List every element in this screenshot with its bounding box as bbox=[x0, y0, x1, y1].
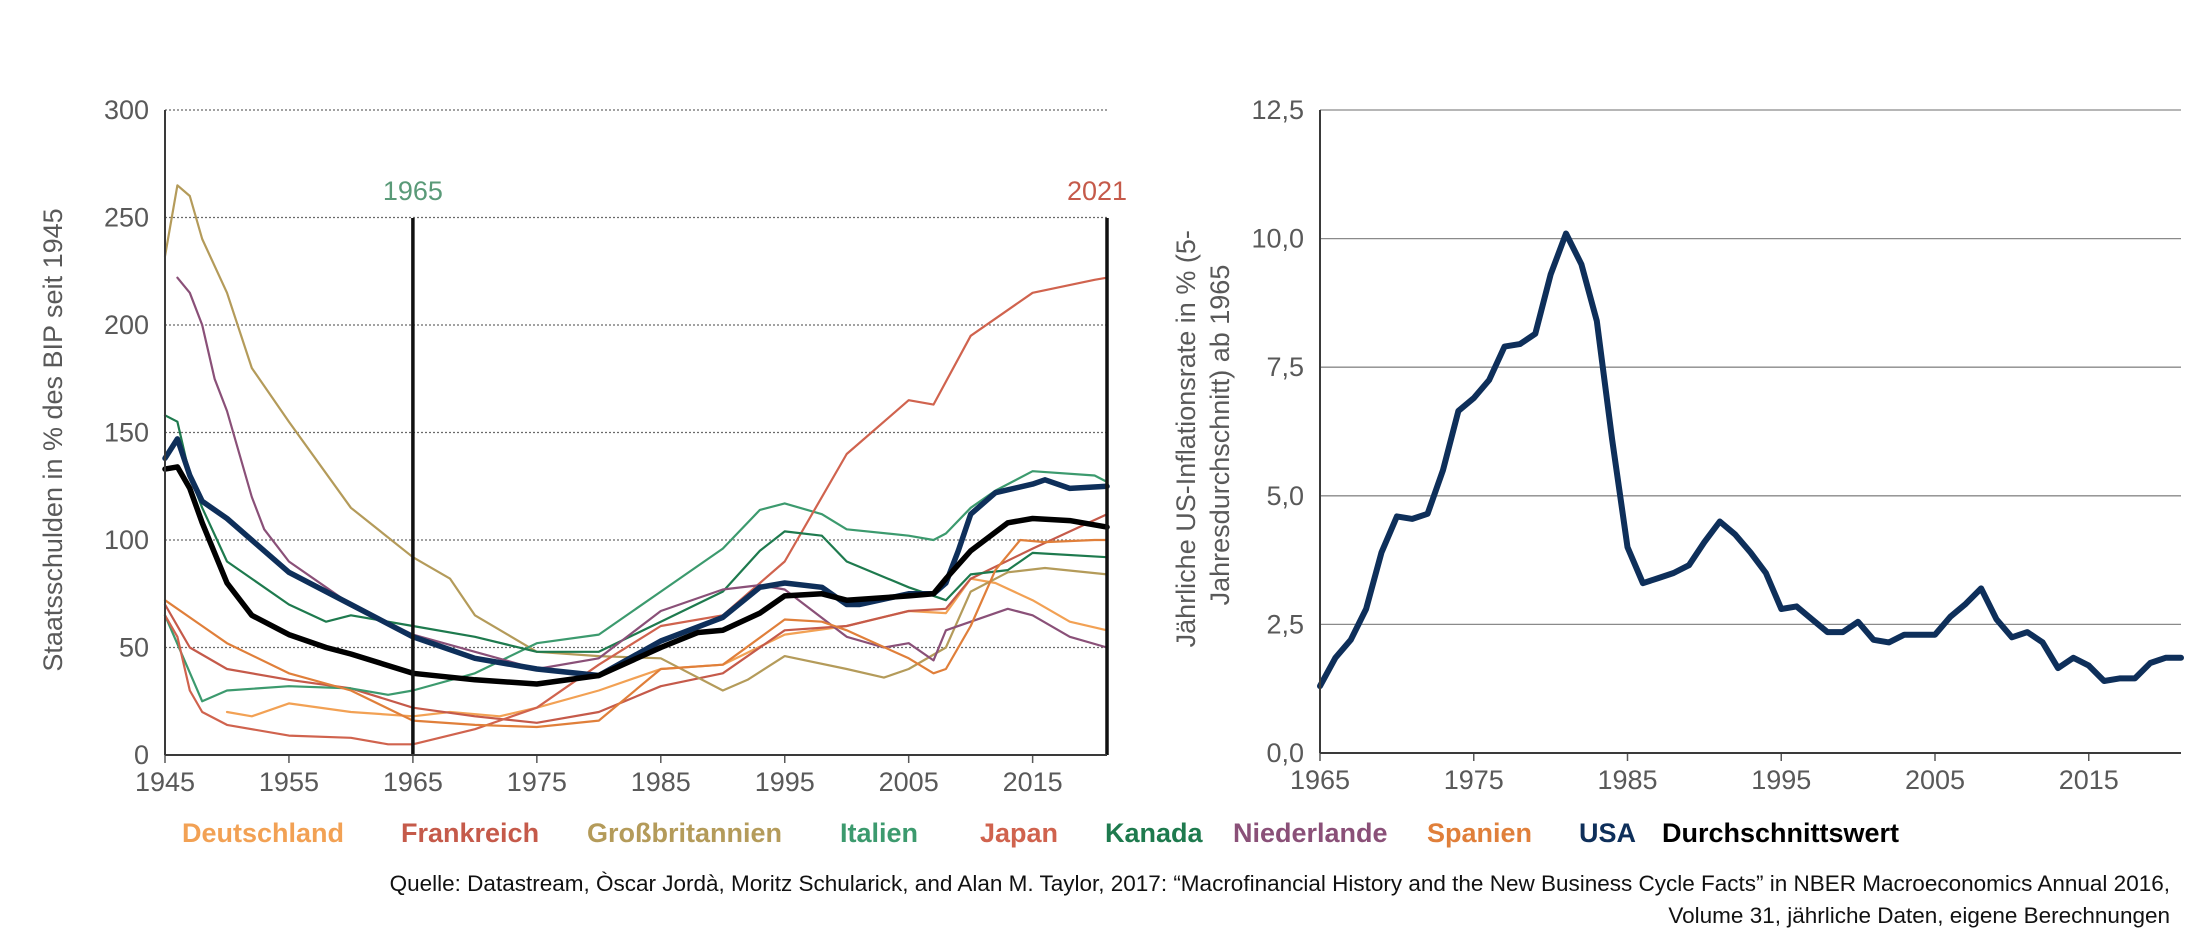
y-tick-label: 10,0 bbox=[1251, 224, 1304, 254]
legend-item-kanada: Kanada bbox=[1105, 818, 1203, 848]
y-tick-label: 12,5 bbox=[1251, 95, 1304, 125]
x-tick-label: 1965 bbox=[383, 767, 443, 797]
series-line-usa bbox=[162, 436, 1110, 679]
series-line-kanada bbox=[163, 414, 1109, 653]
debt-chart-axes bbox=[164, 110, 1107, 756]
x-tick-label: 1955 bbox=[259, 767, 319, 797]
legend-item-italien: Italien bbox=[840, 818, 919, 848]
x-tick-label: 2015 bbox=[2059, 765, 2119, 795]
legend-item-durchschnittswert: Durchschnittswert bbox=[1662, 818, 1900, 848]
x-tick-label: 1985 bbox=[631, 767, 691, 797]
source-line-1: Quelle: Datastream, Òscar Jordà, Moritz … bbox=[389, 871, 2170, 896]
y-tick-label: 0 bbox=[134, 740, 149, 770]
x-tick-label: 2005 bbox=[1905, 765, 1965, 795]
y-tick-label: 7,5 bbox=[1266, 352, 1304, 382]
inflation-chart-x-ticks: 1965 1975 1985 1995 2005 2015 bbox=[1290, 753, 2119, 795]
x-tick-label: 1995 bbox=[755, 767, 815, 797]
legend-item-deutschland: Deutschland bbox=[182, 818, 345, 848]
y-tick-label: 5,0 bbox=[1266, 481, 1304, 511]
x-tick-label: 2005 bbox=[879, 767, 939, 797]
year-marker-label: 2021 bbox=[1067, 176, 1127, 206]
y-tick-label: 0,0 bbox=[1266, 738, 1304, 768]
x-tick-label: 1945 bbox=[135, 767, 195, 797]
debt-chart-y-ticks: 0 50 100 150 200 250 300 bbox=[104, 95, 149, 770]
y-tick-label: 200 bbox=[104, 310, 149, 340]
series-line-grossbritannien bbox=[163, 184, 1109, 692]
debt-chart-grid bbox=[165, 109, 1107, 649]
year-marker-label: 1965 bbox=[383, 176, 443, 206]
inflation-chart-axes bbox=[1319, 110, 2181, 754]
y-tick-label: 150 bbox=[104, 418, 149, 448]
x-tick-label: 1975 bbox=[1444, 765, 1504, 795]
debt-chart-markers: 1965 2021 bbox=[383, 176, 1127, 755]
legend-item-niederlande: Niederlande bbox=[1233, 818, 1388, 848]
inflation-chart-y-axis-label: Jährliche US-Inflationsrate in % (5- Jah… bbox=[1171, 223, 1235, 648]
y-tick-label: 50 bbox=[119, 633, 149, 663]
y-tick-label: 2,5 bbox=[1266, 609, 1304, 639]
y-tick-label: 300 bbox=[104, 95, 149, 125]
series-line-niederlande bbox=[176, 276, 1109, 671]
series-line-frankreich bbox=[163, 513, 1109, 724]
legend-item-frankreich: Frankreich bbox=[401, 818, 540, 848]
y-tick-label: 100 bbox=[104, 525, 149, 555]
y-tick-label: 250 bbox=[104, 203, 149, 233]
series-line bbox=[1317, 230, 2184, 690]
legend: Deutschland Frankreich Großbritannien It… bbox=[0, 818, 2208, 858]
legend-item-japan: Japan bbox=[980, 818, 1059, 848]
source-line-2: Volume 31, jährliche Daten, eigene Berec… bbox=[1668, 903, 2170, 928]
debt-chart-y-axis-label: Staatsschulden in % des BIP seit 1945 bbox=[38, 208, 68, 671]
series-line-durchschnittswert bbox=[162, 464, 1110, 687]
legend-item-spanien: Spanien bbox=[1427, 818, 1533, 848]
x-tick-label: 1985 bbox=[1597, 765, 1657, 795]
x-tick-label: 1975 bbox=[507, 767, 567, 797]
x-tick-label: 2015 bbox=[1003, 767, 1063, 797]
debt-chart-x-ticks: 1945 1955 1965 1975 1985 1995 2005 2015 bbox=[135, 755, 1063, 797]
legend-item-usa: USA bbox=[1579, 818, 1637, 848]
x-tick-label: 1995 bbox=[1751, 765, 1811, 795]
series-line-spanien bbox=[163, 538, 1109, 729]
legend-item-grossbritannien: Großbritannien bbox=[587, 818, 782, 848]
x-tick-label: 1965 bbox=[1290, 765, 1350, 795]
source-note: Quelle: Datastream, Òscar Jordà, Moritz … bbox=[50, 868, 2170, 932]
inflation-chart-grid bbox=[1320, 109, 2181, 626]
inflation-chart-series bbox=[1317, 230, 2184, 690]
series-line-japan bbox=[163, 276, 1109, 746]
inflation-chart: 0,0 2,5 5,0 7,5 10,0 12,5 1965 1975 1985 1995 200… bbox=[1171, 95, 2184, 795]
debt-chart-series bbox=[162, 184, 1110, 746]
inflation-chart-y-ticks: 0,0 2,5 5,0 7,5 10,0 12,5 bbox=[1251, 95, 1304, 768]
